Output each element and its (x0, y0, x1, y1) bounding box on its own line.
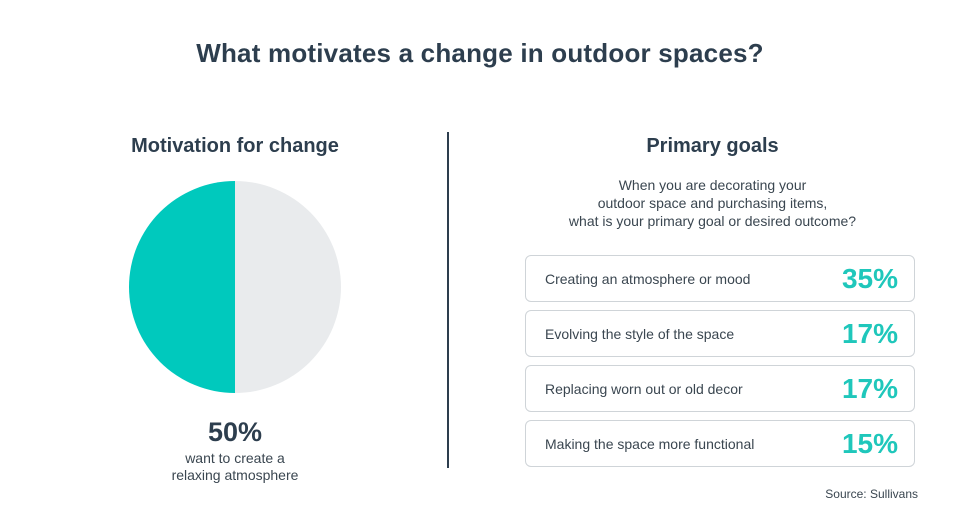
pie-slice-0 (129, 181, 235, 393)
goal-percent: 35% (841, 262, 898, 294)
goal-label: Replacing worn out or old decor (545, 380, 743, 397)
section-divider (447, 132, 449, 468)
goals-list: Creating an atmosphere or mood 35% Evolvin… (525, 255, 915, 475)
motivation-description-line2: relaxing atmosphere (171, 467, 299, 483)
motivation-description-line1: want to create a (185, 450, 285, 466)
goal-label: Evolving the style of the space (545, 325, 735, 342)
goal-label: Making the space more functional (545, 435, 755, 452)
motivation-heading: Motivation for change (131, 135, 339, 157)
goals-heading: Primary goals (646, 135, 779, 157)
goal-row: Making the space more functional 15% (525, 420, 915, 467)
goals-question: When you are decorating your outdoor spa… (530, 176, 895, 230)
motivation-description: want to create a relaxing atmosphere (110, 450, 360, 484)
goals-question-line3: what is your primary goal or desired out… (568, 213, 857, 229)
source-note: Source: Sullivans (825, 487, 918, 501)
goal-row: Creating an atmosphere or mood 35% (525, 255, 915, 302)
motivation-pie-chart (128, 180, 342, 394)
goal-row: Evolving the style of the space 17% (525, 310, 915, 357)
pie-slice-1 (235, 181, 341, 393)
goal-percent: 17% (841, 372, 898, 404)
goal-label: Creating an atmosphere or mood (545, 270, 751, 287)
motivation-percent: 50% (207, 417, 263, 447)
page-title: What motivates a change in outdoor space… (196, 38, 764, 68)
goal-percent: 17% (841, 317, 898, 349)
goal-percent: 15% (841, 427, 898, 459)
goals-question-line1: When you are decorating your (618, 177, 807, 193)
goals-question-line2: outdoor space and purchasing items, (597, 195, 828, 211)
goal-row: Replacing worn out or old decor 17% (525, 365, 915, 412)
